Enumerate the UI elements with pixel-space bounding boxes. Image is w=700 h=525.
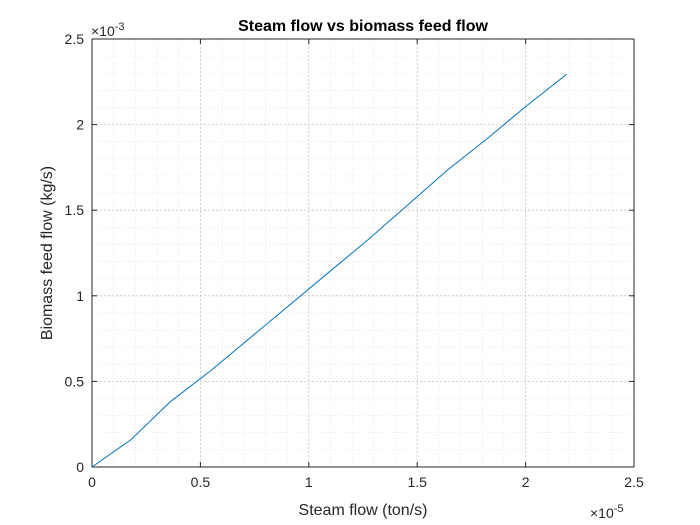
y-exponent-power: -3 [115, 21, 125, 33]
y-tick-label: 2 [76, 117, 84, 133]
y-exponent-base: ×10 [91, 23, 115, 39]
x-tick-label: 2 [522, 474, 530, 490]
series-line [91, 73, 568, 468]
chart-title: Steam flow vs biomass feed flow [238, 18, 488, 35]
y-axis-exponent: ×10-3 [91, 21, 125, 39]
series-layer [91, 73, 568, 468]
x-exponent-base: ×10 [590, 505, 614, 521]
x-tick-label: 0 [88, 474, 96, 490]
x-tick-label: 1 [305, 474, 313, 490]
y-tick-label: 1.5 [65, 202, 85, 218]
y-tick-label: 1 [76, 288, 84, 304]
x-exponent-power: -5 [614, 503, 624, 515]
grid [91, 38, 635, 468]
y-tick-label: 0.5 [65, 373, 85, 389]
ticks: 0 0.5 1 1.5 2 2.5 0 0.5 1 1.5 2 2.5 [65, 31, 644, 490]
y-tick-label: 0 [76, 459, 84, 475]
x-tick-label: 0.5 [191, 474, 211, 490]
x-axis-exponent: ×10-5 [590, 503, 624, 521]
y-tick-label: 2.5 [65, 31, 85, 47]
x-axis-label: Steam flow (ton/s) [299, 502, 428, 519]
x-tick-label: 1.5 [407, 474, 427, 490]
x-tick-label: 2.5 [624, 474, 644, 490]
plot-area-frame [91, 38, 635, 468]
y-axis-label: Biomass feed flow (kg/s) [39, 166, 56, 340]
